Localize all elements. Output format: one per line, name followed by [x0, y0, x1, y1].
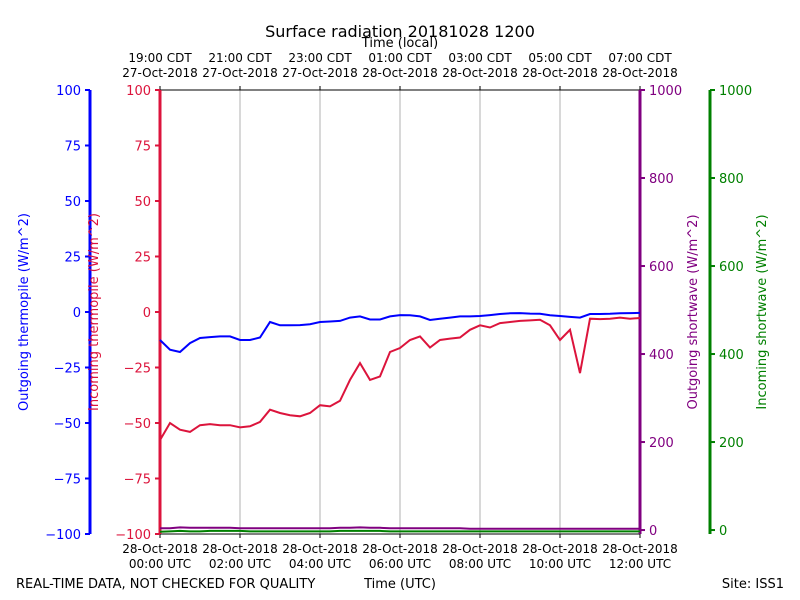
y-tick-label: 1000: [719, 84, 752, 99]
x2-tick-label: 23:00 CDT: [288, 51, 352, 65]
y-axis-label: Outgoing shortwave (W/m^2): [686, 214, 701, 409]
y-tick-label: 0: [143, 306, 151, 321]
y-tick-label: 0: [73, 306, 81, 321]
x-tick-label: 28-Oct-2018: [122, 542, 198, 556]
x-tick-label: 28-Oct-2018: [602, 542, 678, 556]
x2-tick-label: 28-Oct-2018: [442, 66, 518, 80]
footer-right: Site: ISS1: [722, 577, 784, 592]
y-tick-label: 600: [649, 260, 674, 275]
y-axis-label: Incoming thermopile (W/m^2): [87, 213, 102, 411]
y-tick-label: 50: [134, 195, 151, 210]
y-tick-label: 75: [134, 140, 151, 155]
y-tick-label: 400: [719, 348, 744, 363]
x2-tick-label: 07:00 CDT: [608, 51, 672, 65]
y-tick-label: −50: [124, 417, 151, 432]
series-line: [160, 526, 640, 530]
x-tick-label: 02:00 UTC: [209, 557, 271, 571]
x2-tick-label: 27-Oct-2018: [282, 66, 358, 80]
x2-tick-label: 28-Oct-2018: [522, 66, 598, 80]
y-tick-label: −25: [54, 362, 81, 377]
x-tick-label: 28-Oct-2018: [202, 542, 278, 556]
y-tick-label: 600: [719, 260, 744, 275]
y-axis-label: Incoming shortwave (W/m^2): [755, 214, 770, 409]
x-tick-label: 12:00 UTC: [609, 557, 671, 571]
y-tick-label: 100: [126, 84, 151, 99]
y-tick-label: 25: [64, 251, 81, 266]
x2-tick-label: 28-Oct-2018: [362, 66, 438, 80]
y-tick-label: −75: [124, 473, 151, 488]
x2-tick-label: 05:00 CDT: [528, 51, 592, 65]
x-tick-label: 04:00 UTC: [289, 557, 351, 571]
y-tick-label: 50: [64, 195, 81, 210]
y-tick-label: −50: [54, 417, 81, 432]
x2-tick-label: 03:00 CDT: [448, 51, 512, 65]
x2-tick-label: 21:00 CDT: [208, 51, 272, 65]
y-tick-label: 200: [719, 436, 744, 451]
y-tick-label: −100: [115, 528, 151, 543]
x2-tick-label: 19:00 CDT: [128, 51, 192, 65]
x2-tick-label: 01:00 CDT: [368, 51, 432, 65]
series-line: [159, 529, 640, 533]
x2-tick-label: 27-Oct-2018: [122, 66, 198, 80]
x-tick-label: 28-Oct-2018: [282, 542, 358, 556]
x2-axis-label: Time (local): [361, 36, 438, 51]
y-tick-label: 1000: [649, 84, 682, 99]
x-tick-label: 10:00 UTC: [529, 557, 591, 571]
y-tick-label: 400: [649, 348, 674, 363]
chart-title: Surface radiation 20181028 1200: [265, 22, 535, 41]
x-tick-label: 08:00 UTC: [449, 557, 511, 571]
x-tick-label: 28-Oct-2018: [522, 542, 598, 556]
series-line: [159, 311, 641, 354]
x2-tick-label: 27-Oct-2018: [202, 66, 278, 80]
series-line: [159, 316, 641, 441]
y-tick-label: 0: [649, 524, 657, 539]
footer-left: REAL-TIME DATA, NOT CHECKED FOR QUALITY: [16, 577, 315, 592]
y-tick-label: −100: [45, 528, 81, 543]
y-tick-label: 25: [134, 251, 151, 266]
y-tick-label: 200: [649, 436, 674, 451]
y-tick-label: 100: [56, 84, 81, 99]
y-tick-label: −75: [54, 473, 81, 488]
y-tick-label: 75: [64, 140, 81, 155]
y-tick-label: 0: [719, 524, 727, 539]
y-tick-label: 800: [719, 172, 744, 187]
x-tick-label: 28-Oct-2018: [442, 542, 518, 556]
y-tick-label: −25: [124, 362, 151, 377]
x2-tick-label: 28-Oct-2018: [602, 66, 678, 80]
x-tick-label: 06:00 UTC: [369, 557, 431, 571]
x-tick-label: 00:00 UTC: [129, 557, 191, 571]
y-axis-label: Outgoing thermopile (W/m^2): [17, 213, 32, 411]
x-tick-label: 28-Oct-2018: [362, 542, 438, 556]
x-axis-label: Time (UTC): [363, 577, 436, 592]
y-tick-label: 800: [649, 172, 674, 187]
